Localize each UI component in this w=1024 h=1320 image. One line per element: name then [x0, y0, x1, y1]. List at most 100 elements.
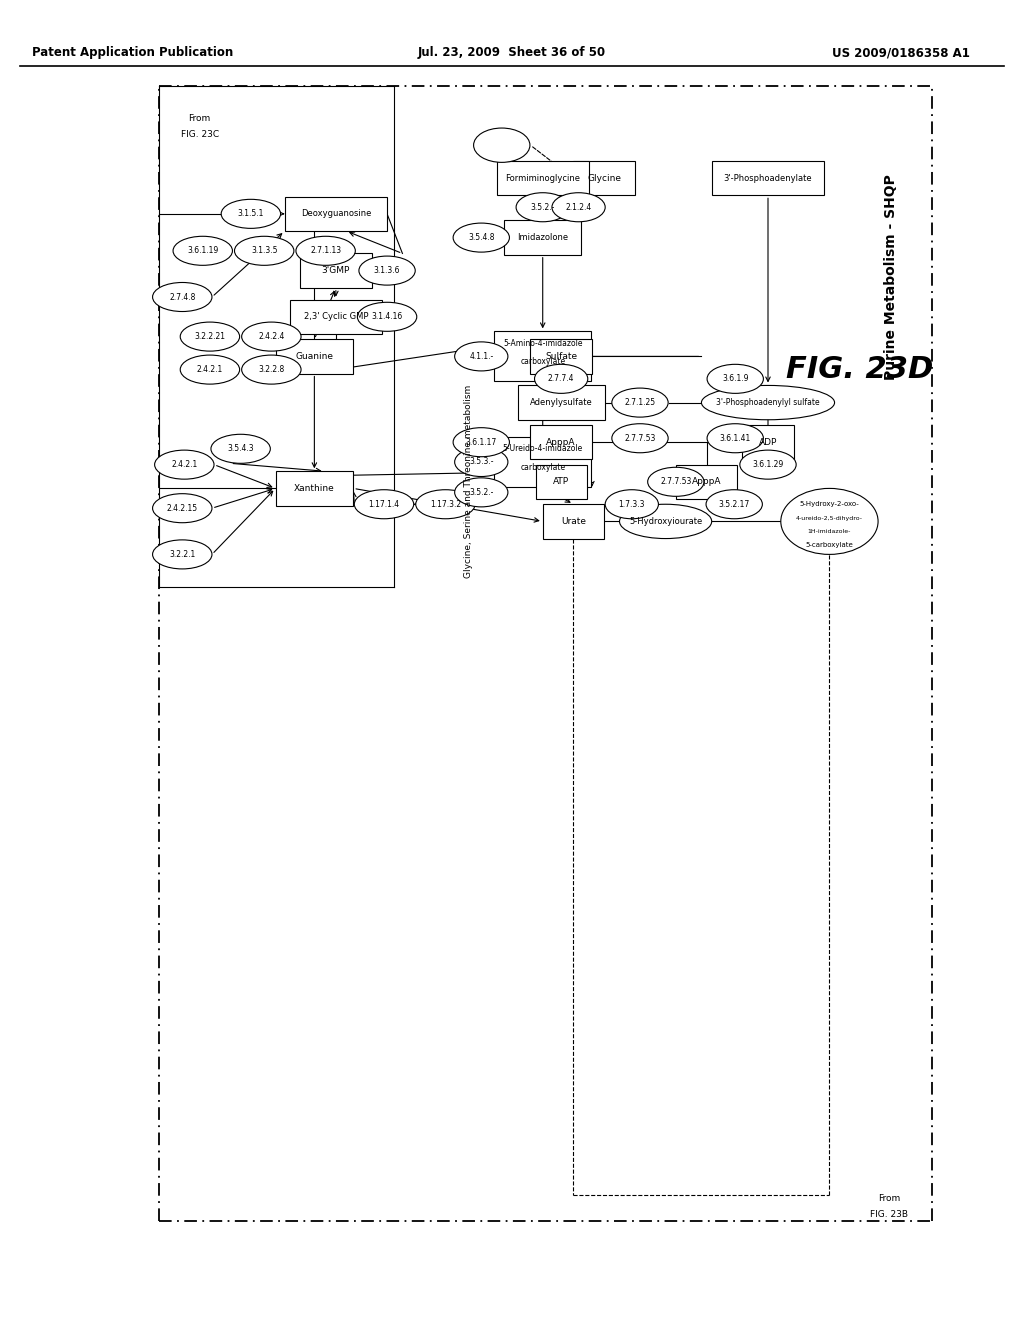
Text: 3.6.1.19: 3.6.1.19	[187, 247, 218, 255]
Bar	[276, 339, 352, 374]
Bar	[530, 339, 592, 374]
Ellipse shape	[416, 490, 475, 519]
Ellipse shape	[153, 540, 212, 569]
Ellipse shape	[739, 450, 797, 479]
Ellipse shape	[535, 364, 588, 393]
Text: 4.1.1.-: 4.1.1.-	[469, 352, 494, 360]
Text: FIG. 23C: FIG. 23C	[180, 131, 219, 139]
Text: 2.7.1.25: 2.7.1.25	[625, 399, 655, 407]
Text: 2.4.2.4: 2.4.2.4	[258, 333, 285, 341]
Text: Deoxyguanosine: Deoxyguanosine	[301, 210, 371, 218]
Ellipse shape	[781, 488, 879, 554]
Ellipse shape	[296, 236, 355, 265]
Ellipse shape	[211, 434, 270, 463]
Ellipse shape	[453, 223, 510, 252]
Ellipse shape	[453, 428, 510, 457]
Text: 3.5.3.-: 3.5.3.-	[469, 458, 494, 466]
Text: 3.2.2.21: 3.2.2.21	[195, 333, 225, 341]
Bar	[742, 425, 794, 459]
Text: 3.5.2.-: 3.5.2.-	[469, 488, 494, 496]
Text: 2,3' Cyclic GMP: 2,3' Cyclic GMP	[304, 313, 368, 321]
Text: Formiminoglycine: Formiminoglycine	[505, 174, 581, 182]
Text: Guanine: Guanine	[295, 352, 334, 360]
Text: 3.1.3.5: 3.1.3.5	[251, 247, 278, 255]
Text: 2.1.2.4: 2.1.2.4	[565, 203, 592, 211]
Bar	[505, 220, 582, 255]
Ellipse shape	[242, 322, 301, 351]
Ellipse shape	[455, 342, 508, 371]
Ellipse shape	[612, 424, 668, 453]
Ellipse shape	[358, 256, 416, 285]
Text: 3.5.4.8: 3.5.4.8	[468, 234, 495, 242]
Text: 4-ureido-2,5-dihydro-: 4-ureido-2,5-dihydro-	[796, 516, 863, 521]
Text: 3.6.1.41: 3.6.1.41	[720, 434, 751, 442]
Text: carboxylate: carboxylate	[520, 463, 565, 471]
Text: 1.17.1.4: 1.17.1.4	[369, 500, 399, 508]
Text: 1.17.3.2: 1.17.3.2	[430, 500, 461, 508]
Bar	[300, 253, 372, 288]
Ellipse shape	[234, 236, 294, 265]
Bar	[712, 161, 824, 195]
Text: 3.2.2.8: 3.2.2.8	[258, 366, 285, 374]
Ellipse shape	[354, 490, 414, 519]
Text: Glycine: Glycine	[587, 174, 622, 182]
Text: 2.4.2.1: 2.4.2.1	[197, 366, 223, 374]
Text: 3'GMP: 3'GMP	[322, 267, 350, 275]
Bar	[495, 331, 592, 381]
Ellipse shape	[455, 447, 508, 477]
Ellipse shape	[357, 302, 417, 331]
Ellipse shape	[707, 364, 763, 393]
Text: 3'-Phosphoadenylyl sulfate: 3'-Phosphoadenylyl sulfate	[716, 399, 820, 407]
Bar	[285, 197, 387, 231]
Ellipse shape	[173, 236, 232, 265]
Text: 2.7.7.53: 2.7.7.53	[660, 478, 691, 486]
Text: 3.5.4.3: 3.5.4.3	[227, 445, 254, 453]
Bar	[495, 437, 592, 487]
Bar	[276, 471, 352, 506]
Text: 2.4.2.1: 2.4.2.1	[171, 461, 198, 469]
Text: carboxylate: carboxylate	[520, 358, 565, 366]
Bar	[573, 161, 635, 195]
Ellipse shape	[242, 355, 301, 384]
Text: 3.1.4.16: 3.1.4.16	[372, 313, 402, 321]
Text: 1H-imidazole-: 1H-imidazole-	[808, 529, 851, 535]
Text: FIG. 23D: FIG. 23D	[786, 355, 934, 384]
Ellipse shape	[221, 199, 281, 228]
Ellipse shape	[612, 388, 668, 417]
Bar	[530, 425, 592, 459]
Text: Purine Metabolism - SHQP: Purine Metabolism - SHQP	[884, 174, 898, 380]
Text: 3.6.1.9: 3.6.1.9	[722, 375, 749, 383]
Text: 5-Hydroxy-2-oxo-: 5-Hydroxy-2-oxo-	[800, 502, 859, 507]
Text: 3.5.2.17: 3.5.2.17	[719, 500, 750, 508]
Text: 3.6.1.29: 3.6.1.29	[753, 461, 783, 469]
Ellipse shape	[153, 282, 212, 312]
Text: 3'-Phosphoadenylate: 3'-Phosphoadenylate	[724, 174, 812, 182]
Ellipse shape	[552, 193, 605, 222]
Text: 1.7.3.3: 1.7.3.3	[618, 500, 645, 508]
Text: 2.7.7.53: 2.7.7.53	[625, 434, 655, 442]
Ellipse shape	[473, 128, 530, 162]
Text: Urate: Urate	[561, 517, 586, 525]
Ellipse shape	[648, 467, 705, 496]
Ellipse shape	[701, 385, 835, 420]
Bar	[536, 465, 587, 499]
Ellipse shape	[180, 355, 240, 384]
Text: ApppA: ApppA	[547, 438, 575, 446]
Text: 3.2.2.1: 3.2.2.1	[169, 550, 196, 558]
Text: 3.1.3.6: 3.1.3.6	[374, 267, 400, 275]
Text: 3.1.5.1: 3.1.5.1	[238, 210, 264, 218]
Text: FIG. 23B: FIG. 23B	[869, 1210, 908, 1218]
Text: Sulfate: Sulfate	[545, 352, 578, 360]
Bar	[543, 504, 604, 539]
Text: 2.7.1.13: 2.7.1.13	[310, 247, 341, 255]
Text: 5-Amino-4-imidazole: 5-Amino-4-imidazole	[503, 339, 583, 347]
Text: 2.7.4.8: 2.7.4.8	[169, 293, 196, 301]
Ellipse shape	[707, 424, 763, 453]
Text: ApppA: ApppA	[692, 478, 721, 486]
Text: 2.7.7.4: 2.7.7.4	[548, 375, 574, 383]
Text: 3.5.2.-: 3.5.2.-	[530, 203, 555, 211]
Text: Imidazolone: Imidazolone	[517, 234, 568, 242]
Bar	[290, 300, 382, 334]
Ellipse shape	[707, 490, 762, 519]
Text: Jul. 23, 2009  Sheet 36 of 50: Jul. 23, 2009 Sheet 36 of 50	[418, 46, 606, 59]
